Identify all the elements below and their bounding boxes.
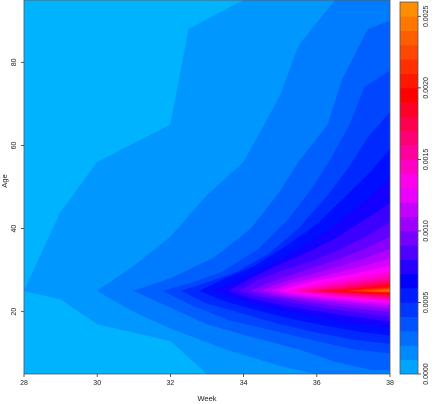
colorbar-axis: 0.0000 0.0005 0.0010 0.0015 0.0020 0.0025	[418, 6, 430, 385]
colorbar-swatch	[400, 116, 418, 132]
colorbar-swatch	[400, 173, 418, 189]
colorbar-swatch	[400, 202, 418, 217]
colorbar-swatch	[400, 145, 418, 160]
colorbar-swatch	[400, 30, 418, 46]
x-axis: 28 30 32 34 36 38	[20, 374, 394, 387]
colorbar-swatch	[400, 230, 418, 246]
colorbar-tick-label: 0.0010	[423, 220, 430, 242]
x-tick-label: 38	[386, 380, 394, 387]
x-axis-title: Week	[197, 394, 216, 403]
colorbar-swatch	[400, 159, 418, 174]
contour-layer	[24, 0, 390, 374]
y-tick-label: 20	[11, 308, 18, 316]
colorbar-swatch	[400, 245, 418, 260]
x-tick-label: 32	[167, 380, 175, 387]
colorbar-swatch	[400, 345, 418, 360]
y-axis: 20 40 60 80	[11, 58, 24, 316]
plot-frame	[23, 0, 391, 375]
colorbar-swatch	[400, 87, 418, 103]
colorbar-swatch	[400, 302, 418, 318]
colorbar-swatch	[400, 130, 418, 146]
y-axis-title: Age	[0, 174, 9, 187]
x-tick-label: 28	[20, 380, 28, 387]
contour-band	[382, 290, 390, 292]
colorbar-tick-label: 0.0005	[423, 292, 430, 314]
colorbar-tick-label: 0.0025	[423, 6, 430, 28]
colorbar-swatch	[400, 316, 418, 332]
y-tick-label: 40	[11, 225, 18, 233]
colorbar-tick-label: 0.0000	[423, 363, 430, 385]
colorbar-swatch	[400, 273, 418, 289]
colorbar-swatch	[400, 331, 418, 346]
colorbar	[399, 1, 419, 375]
colorbar-swatch	[400, 359, 418, 375]
colorbar-swatch	[400, 2, 418, 17]
colorbar-swatch	[400, 259, 418, 275]
colorbar-swatch	[400, 188, 418, 203]
colorbar-swatch	[400, 216, 418, 232]
colorbar-swatch	[400, 59, 418, 74]
colorbar-swatch	[400, 44, 418, 60]
colorbar-swatch	[400, 102, 418, 117]
colorbar-tick-label: 0.0020	[423, 77, 430, 99]
x-tick-label: 30	[93, 380, 101, 387]
colorbar-tick-label: 0.0015	[423, 149, 430, 171]
colorbar-swatch	[400, 73, 418, 89]
colorbar-swatch	[400, 16, 418, 31]
x-tick-label: 34	[240, 380, 248, 387]
colorbar-swatch	[400, 288, 418, 303]
y-tick-label: 60	[11, 141, 18, 149]
y-tick-label: 80	[11, 58, 18, 66]
x-tick-label: 36	[313, 380, 321, 387]
colorbar-frame	[399, 1, 419, 375]
